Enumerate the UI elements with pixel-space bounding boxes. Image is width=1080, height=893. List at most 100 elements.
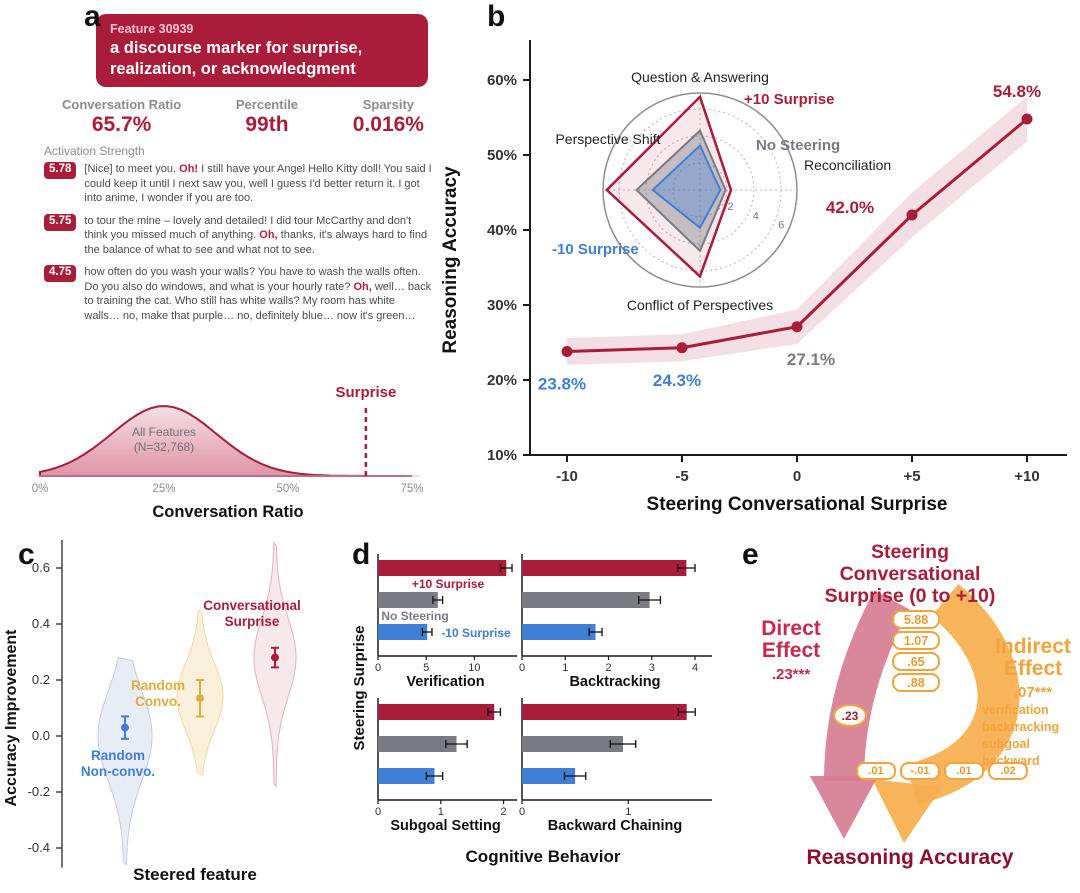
feature-stat: Conversation Ratio 65.7% <box>62 97 181 137</box>
behavior-bar <box>378 768 435 784</box>
highlighted-token: Oh! <box>179 163 199 175</box>
activation-strength-label: Activation Strength <box>44 144 145 158</box>
stat-value: 65.7% <box>91 113 152 136</box>
radar-axis-label: Reconciliation <box>804 157 891 173</box>
point-value-label: 23.8% <box>538 375 586 394</box>
data-point <box>906 209 918 221</box>
radar-tick-label: 6 <box>778 220 784 232</box>
mediator-name: verification <box>982 703 1049 717</box>
radar-axis-label: Perspective Shift <box>555 131 660 147</box>
stat-label: Conversation Ratio <box>62 97 182 112</box>
violin-group-label: Conversational <box>203 598 301 613</box>
behavior-bar <box>522 768 576 784</box>
activation-score-badge: 5.75 <box>44 213 77 231</box>
mediator-names-list: verification backtracking subgoal backward <box>982 702 1059 770</box>
x-tick-label: 75% <box>400 483 423 495</box>
highlighted-token: Oh, <box>259 229 278 242</box>
point-value-label: 24.3% <box>653 371 701 390</box>
behavior-bar <box>378 736 457 752</box>
x-axis-label: Steering Conversational Surprise <box>647 494 948 515</box>
mediation-title: Steering Conversational Surprise (0 to +… <box>824 541 996 607</box>
mediator-a-path-stack: 5.88 1.07 .65 .88 <box>892 610 940 692</box>
y-tick-label: -0.2 <box>28 784 50 799</box>
x-tick-label: 0 <box>793 468 801 485</box>
mediator-b-value-box: -.01 <box>900 762 940 780</box>
x-tick-label: 5 <box>423 662 429 674</box>
data-point <box>791 321 803 333</box>
stat-label: Percentile <box>235 97 299 112</box>
x-tick-label: 1 <box>438 806 444 818</box>
behavior-bar <box>522 560 687 576</box>
outcome-label: Reasoning Accuracy <box>806 846 1014 869</box>
radar-inset: 2 4 6 Question & Answering Reconciliation Con… <box>552 69 891 313</box>
violin-group-label: Random <box>131 678 185 693</box>
path-coefficient-badge: .23 <box>833 704 867 727</box>
feature-stat: Percentile 99th <box>236 97 298 137</box>
y-axis-label: Accuracy Improvement <box>3 629 20 807</box>
activation-score-badge: 5.78 <box>44 162 77 179</box>
bar-legend-label: +10 Surprise <box>412 577 485 591</box>
mean-point <box>121 723 129 732</box>
y-tick-label: 30% <box>487 297 517 314</box>
violin-shape <box>97 657 153 866</box>
mediator-b-path-row: .01 -.01.01.02 <box>856 762 1028 780</box>
x-tick-label: 0 <box>375 806 381 818</box>
mediator-b-value-box: .01 <box>856 762 896 780</box>
example-text: to tour the mine – lovely and detailed! … <box>84 214 428 256</box>
behavior-bar <box>522 736 623 752</box>
x-tick-label: 3 <box>649 662 655 674</box>
violin-group-label: Random <box>91 748 145 763</box>
direct-effect-value: .23*** <box>771 666 811 683</box>
accuracy-improvement-violin-chart: 0.60.40.20.0-0.2-0.4RandomNon-convo.Rand… <box>3 540 301 884</box>
activation-examples: 5.78 [Nice] to meet you. Oh! I still have… <box>44 162 432 331</box>
indirect-effect-value: .07*** <box>1013 684 1053 701</box>
y-tick-label: 10% <box>487 447 517 464</box>
mediator-a-value-box: 5.88 <box>892 610 940 629</box>
point-value-label: 27.1% <box>787 350 835 369</box>
behavior-bar <box>378 560 507 576</box>
x-tick-label: 1 <box>625 806 631 818</box>
distribution-annotation: All Features <box>132 425 196 439</box>
indirect-effect-label: Indirect Effect <box>995 635 1071 681</box>
y-tick-label: 50% <box>487 147 517 164</box>
violin-group-label: Convo. <box>135 694 181 709</box>
feature-description: a discourse marker for surprise, realiza… <box>110 39 363 78</box>
radar-legend-plus10: +10 Surprise <box>744 91 834 108</box>
y-tick-label: 20% <box>487 372 517 389</box>
indirect-effect-arrow-head <box>872 779 942 843</box>
panel-c-label: c <box>18 538 35 571</box>
direct-effect-arrow-head <box>810 776 878 839</box>
x-tick-label: 25% <box>152 483 175 495</box>
panel-d-label: d <box>352 538 371 571</box>
bar-legend-label: No Steering <box>381 609 448 623</box>
panel-a-label: a <box>84 0 101 33</box>
violin-group-label: Non-convo. <box>81 764 155 779</box>
data-point <box>561 346 573 357</box>
feature-id: Feature 30939 <box>110 22 194 36</box>
radar-axis-label: Question & Answering <box>631 69 769 85</box>
example-text: [Nice] to meet you. Oh! I still have you… <box>84 163 432 205</box>
x-tick-label: -10 <box>556 468 578 485</box>
mediator-name: subgoal <box>982 736 1030 751</box>
direct-effect-arrow <box>824 590 910 782</box>
radar-legend-minus10: -10 Surprise <box>552 241 639 258</box>
behavior-bar <box>522 624 596 640</box>
mediator-b-value-box: .01 <box>944 762 984 780</box>
reasoning-accuracy-line-chart: 10% 20% 30% 40% 50% 60% -10 -5 0 +5 +10 23.8% 24.3% 2… <box>440 40 1067 515</box>
violin-group-label: Surprise <box>225 614 280 629</box>
direct-effect-label: Direct Effect <box>761 617 821 663</box>
y-tick-label: 0.2 <box>32 672 50 687</box>
feature-header-box: Feature 30939 a discourse marker for sur… <box>96 14 428 88</box>
x-tick-label: +5 <box>903 468 920 485</box>
activation-example: 4.75 how often do you wash your walls? Yo… <box>44 265 432 323</box>
mediator-a-value-box: 1.07 <box>892 631 940 650</box>
radar-legend-nosteering: No Steering <box>756 137 840 154</box>
x-axis-label: Steered feature <box>133 865 257 884</box>
mean-point <box>271 653 279 662</box>
data-point <box>1021 113 1033 125</box>
radar-tick-label: 4 <box>753 210 759 222</box>
feature-stat: Sparsity 0.016% <box>353 97 424 137</box>
bar-legend-label: -10 Surprise <box>441 626 511 640</box>
